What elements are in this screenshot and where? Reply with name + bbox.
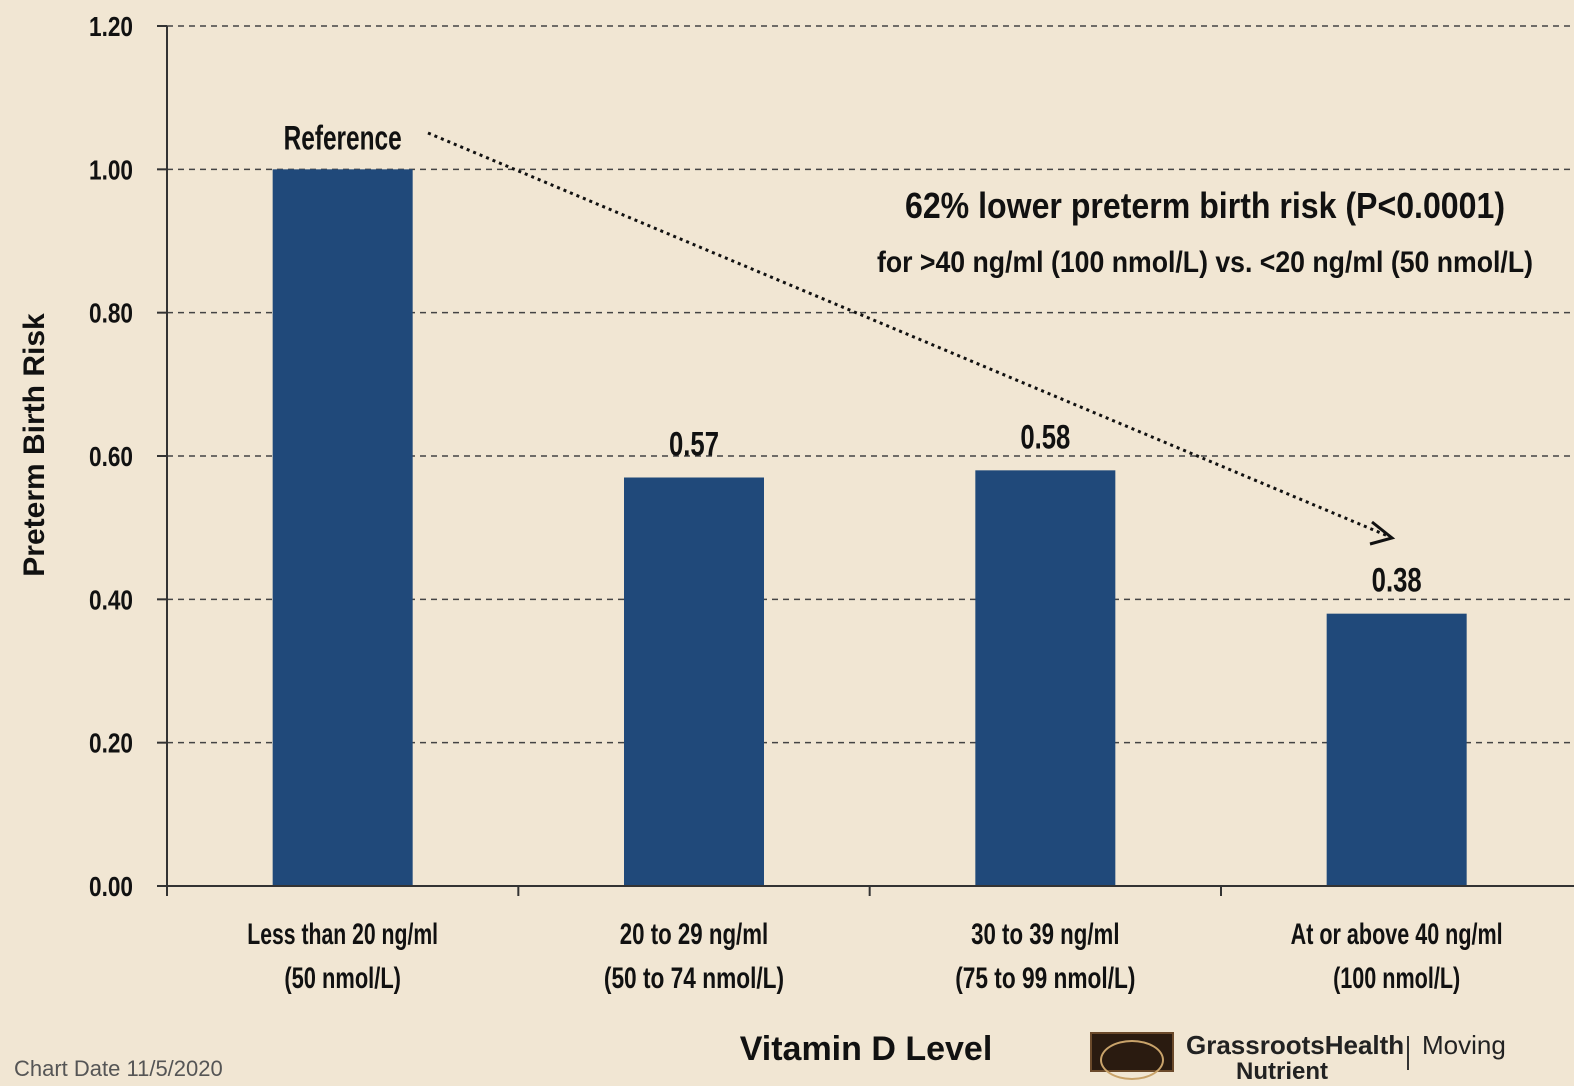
trend-arrow — [427, 131, 1396, 546]
bar — [624, 477, 764, 886]
chart-date: Chart Date 11/5/2020 — [14, 1056, 223, 1081]
annotation-subtitle: for >40 ng/ml (100 nmol/L) vs. <20 ng/ml… — [877, 246, 1533, 279]
brand-tagline: Moving — [1422, 1030, 1506, 1060]
y-tick-label: 0.60 — [89, 441, 133, 472]
x-tick-label: 30 to 39 ng/ml — [971, 918, 1119, 951]
y-tick-label: 1.00 — [89, 154, 133, 185]
bar — [975, 470, 1116, 886]
y-tick-label: 1.20 — [89, 11, 133, 42]
bars — [272, 169, 1467, 887]
logo-icon — [1090, 1032, 1174, 1080]
x-tick-label: (50 nmol/L) — [284, 962, 401, 995]
y-tick-label: 0.80 — [89, 298, 133, 329]
data-label: 0.38 — [1372, 562, 1422, 600]
x-axis-label: Vitamin D Level — [740, 1030, 993, 1068]
x-tick-label: (75 to 99 nmol/L) — [955, 962, 1135, 995]
brand-sub: Nutrient — [1236, 1058, 1328, 1085]
axes — [166, 26, 1574, 896]
data-labels: Reference 0.57 0.58 0.38 — [284, 119, 1422, 599]
x-tick-label: 20 to 29 ng/ml — [620, 918, 768, 951]
brand-name: GrassrootsHealth — [1186, 1030, 1405, 1060]
data-label: Reference — [284, 119, 402, 157]
y-axis-label: Preterm Birth Risk — [18, 313, 51, 577]
y-tick-label: 0.20 — [89, 728, 133, 759]
data-label: 0.58 — [1020, 418, 1070, 456]
x-tick-label: (50 to 74 nmol/L) — [604, 962, 784, 995]
annotation-title: 62% lower preterm birth risk (P<0.0001) — [905, 185, 1505, 226]
x-axis-ticks: Less than 20 ng/ml (50 nmol/L) 20 to 29 ng… — [247, 886, 1503, 995]
bar — [1326, 613, 1467, 886]
y-tick-label: 0.00 — [89, 871, 133, 902]
brand-divider — [1407, 1036, 1409, 1070]
data-label: 0.57 — [669, 426, 719, 464]
x-tick-label: (100 nmol/L) — [1333, 962, 1460, 995]
bar — [272, 169, 413, 887]
x-tick-label: Less than 20 ng/ml — [247, 918, 438, 951]
y-axis-ticks: 0.00 0.20 0.40 0.60 0.80 1.00 1.20 — [89, 11, 167, 902]
y-tick-label: 0.40 — [89, 584, 133, 615]
x-tick-label: At or above 40 ng/ml — [1291, 918, 1503, 951]
